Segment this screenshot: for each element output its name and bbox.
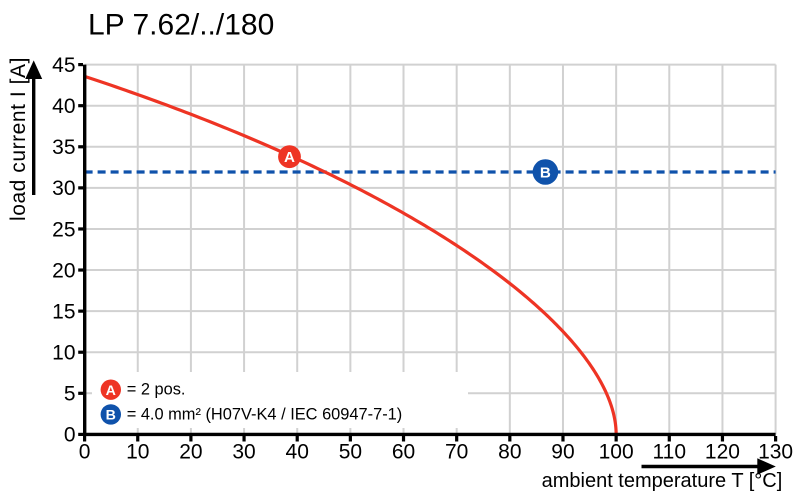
svg-text:35: 35 (52, 136, 75, 159)
svg-text:80: 80 (498, 440, 521, 463)
svg-text:45: 45 (52, 54, 75, 77)
svg-text:0: 0 (64, 424, 76, 447)
svg-text:30: 30 (232, 440, 255, 463)
svg-text:25: 25 (52, 218, 75, 241)
svg-text:100: 100 (599, 440, 634, 463)
svg-text:90: 90 (551, 440, 574, 463)
svg-text:130: 130 (758, 440, 793, 463)
svg-text:70: 70 (445, 440, 468, 463)
svg-text:30: 30 (52, 177, 75, 200)
svg-text:A: A (284, 149, 295, 166)
svg-text:120: 120 (705, 440, 740, 463)
svg-text:20: 20 (52, 259, 75, 282)
svg-text:A: A (106, 383, 116, 399)
svg-text:15: 15 (52, 300, 75, 323)
svg-text:40: 40 (286, 440, 309, 463)
svg-text:10: 10 (52, 342, 75, 365)
svg-text:LP 7.62/../180: LP 7.62/../180 (88, 9, 274, 42)
svg-text:load current I [A]: load current I [A] (7, 57, 30, 221)
svg-text:110: 110 (653, 440, 686, 463)
svg-text:50: 50 (339, 440, 362, 463)
svg-text:10: 10 (126, 440, 149, 463)
svg-text:B: B (540, 164, 551, 181)
svg-text:= 4.0 mm² (H07V-K4 / IEC 60947: = 4.0 mm² (H07V-K4 / IEC 60947-7-1) (127, 406, 403, 424)
svg-text:= 2 pos.: = 2 pos. (127, 381, 186, 399)
svg-text:20: 20 (179, 440, 202, 463)
svg-text:40: 40 (52, 95, 75, 118)
svg-text:0: 0 (79, 440, 91, 463)
svg-text:ambient temperature T [°C]: ambient temperature T [°C] (542, 470, 783, 492)
svg-text:60: 60 (392, 440, 415, 463)
svg-text:B: B (106, 408, 116, 424)
svg-text:5: 5 (64, 383, 76, 406)
